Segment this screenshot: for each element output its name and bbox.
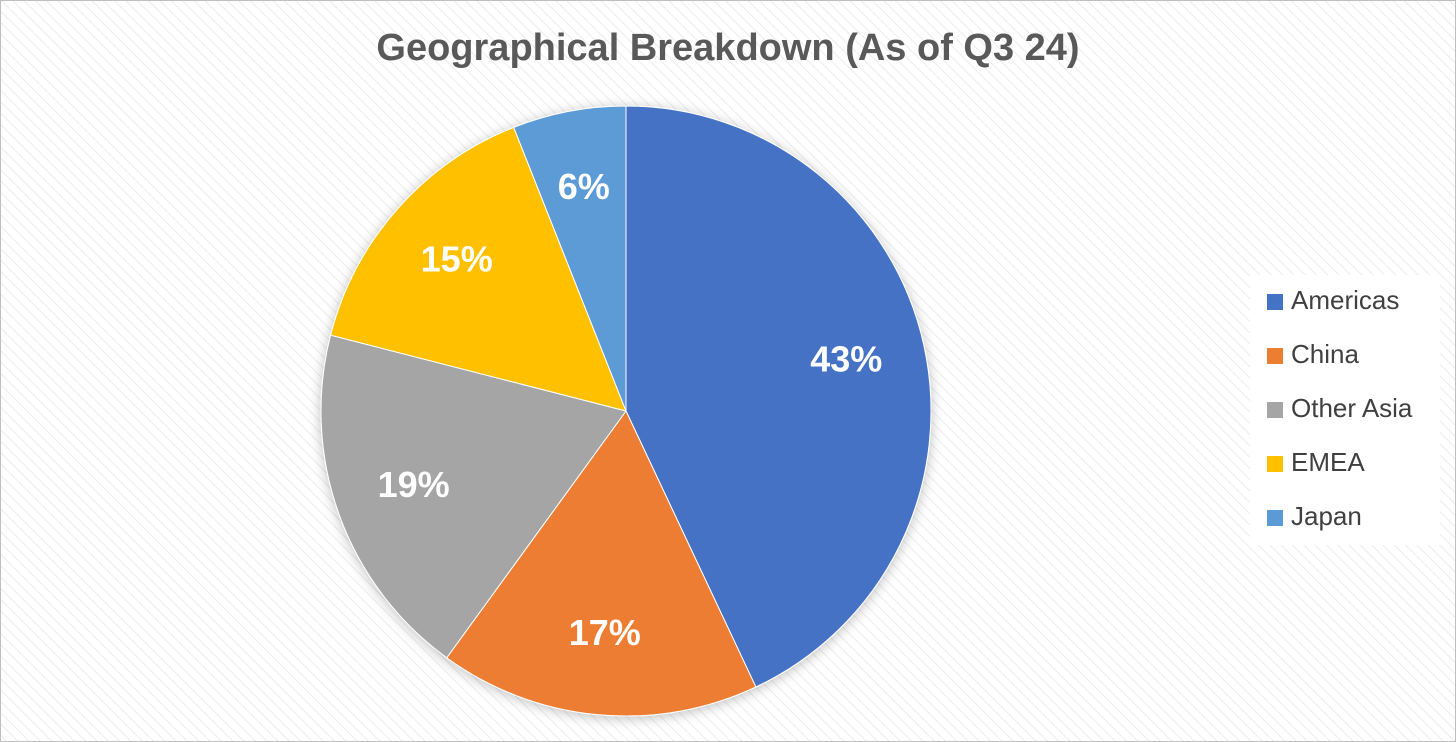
legend-swatch [1267, 294, 1283, 310]
pie-slice [329, 126, 627, 412]
legend-label: Other Asia [1291, 393, 1413, 423]
legend-label: Americas [1291, 285, 1399, 315]
pie-slice [320, 334, 627, 659]
legend-label: China [1291, 339, 1359, 369]
legend-swatch [1267, 402, 1283, 418]
pie-slice [446, 410, 757, 717]
data-label: 43% [810, 338, 882, 379]
legend-swatch [1267, 348, 1283, 364]
data-label: 6% [558, 166, 610, 207]
data-label: 15% [421, 238, 493, 279]
legend-label: EMEA [1291, 447, 1365, 477]
legend-swatch [1267, 456, 1283, 472]
data-label: 19% [378, 464, 450, 505]
chart-title: Geographical Breakdown (As of Q3 24) [376, 27, 1079, 69]
legend-label: Japan [1291, 501, 1362, 531]
data-label: 17% [569, 612, 641, 653]
pie [320, 105, 932, 717]
pie-slice [625, 105, 932, 688]
pie-slice [513, 105, 627, 412]
legend-swatch [1267, 510, 1283, 526]
